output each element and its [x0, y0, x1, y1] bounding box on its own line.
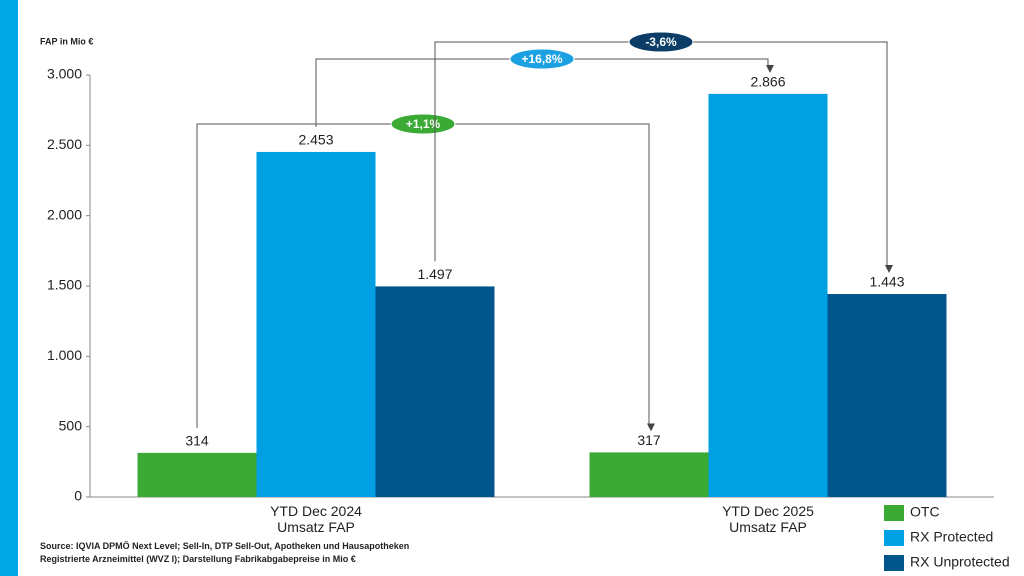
annotation-badge [509, 48, 575, 70]
legend-swatch [884, 505, 904, 521]
annotation-text: +16,8% [521, 52, 562, 66]
x-tick-label: YTD Dec 2025 Umsatz FAP [722, 503, 814, 535]
bar [708, 93, 828, 497]
source-note: Registrierte Arzneimittel (WVZ I); Darst… [40, 554, 356, 564]
value-label: 2.453 [298, 132, 333, 148]
legend-label: OTC [910, 504, 940, 520]
y-tick-label: 1.000 [47, 347, 82, 363]
y-tick-label: 1.500 [47, 277, 82, 293]
x-tick-label: YTD Dec 2024 Umsatz FAP [270, 503, 362, 535]
bar [827, 294, 947, 497]
bar [375, 286, 495, 497]
y-tick-label: 0 [74, 488, 82, 504]
legend-swatch [884, 530, 904, 546]
annotation-badge [390, 113, 456, 135]
y-tick-label: 3.000 [47, 66, 82, 82]
legend-label: RX Unprotected [910, 554, 1010, 570]
annotation-badge [628, 31, 694, 53]
value-label: 1.497 [417, 266, 452, 282]
value-label: 1.443 [869, 274, 904, 290]
bar [256, 151, 376, 497]
legend-swatch [884, 555, 904, 571]
value-label: 2.866 [750, 74, 785, 90]
bar [137, 452, 257, 497]
y-tick-label: 2.500 [47, 136, 82, 152]
annotation-text: +1,1% [406, 117, 441, 131]
value-label: 314 [185, 433, 209, 449]
annotation-text: -3,6% [645, 35, 677, 49]
y-tick-label: 2.000 [47, 206, 82, 222]
bar [589, 452, 709, 497]
y-axis-label: FAP in Mio € [40, 36, 93, 46]
y-tick-label: 500 [59, 417, 83, 433]
source-note: Source: IQVIA DPMÖ Next Level; Sell-In, … [40, 541, 410, 551]
legend-label: RX Protected [910, 529, 993, 545]
side-strip [0, 0, 18, 576]
value-label: 317 [637, 432, 661, 448]
